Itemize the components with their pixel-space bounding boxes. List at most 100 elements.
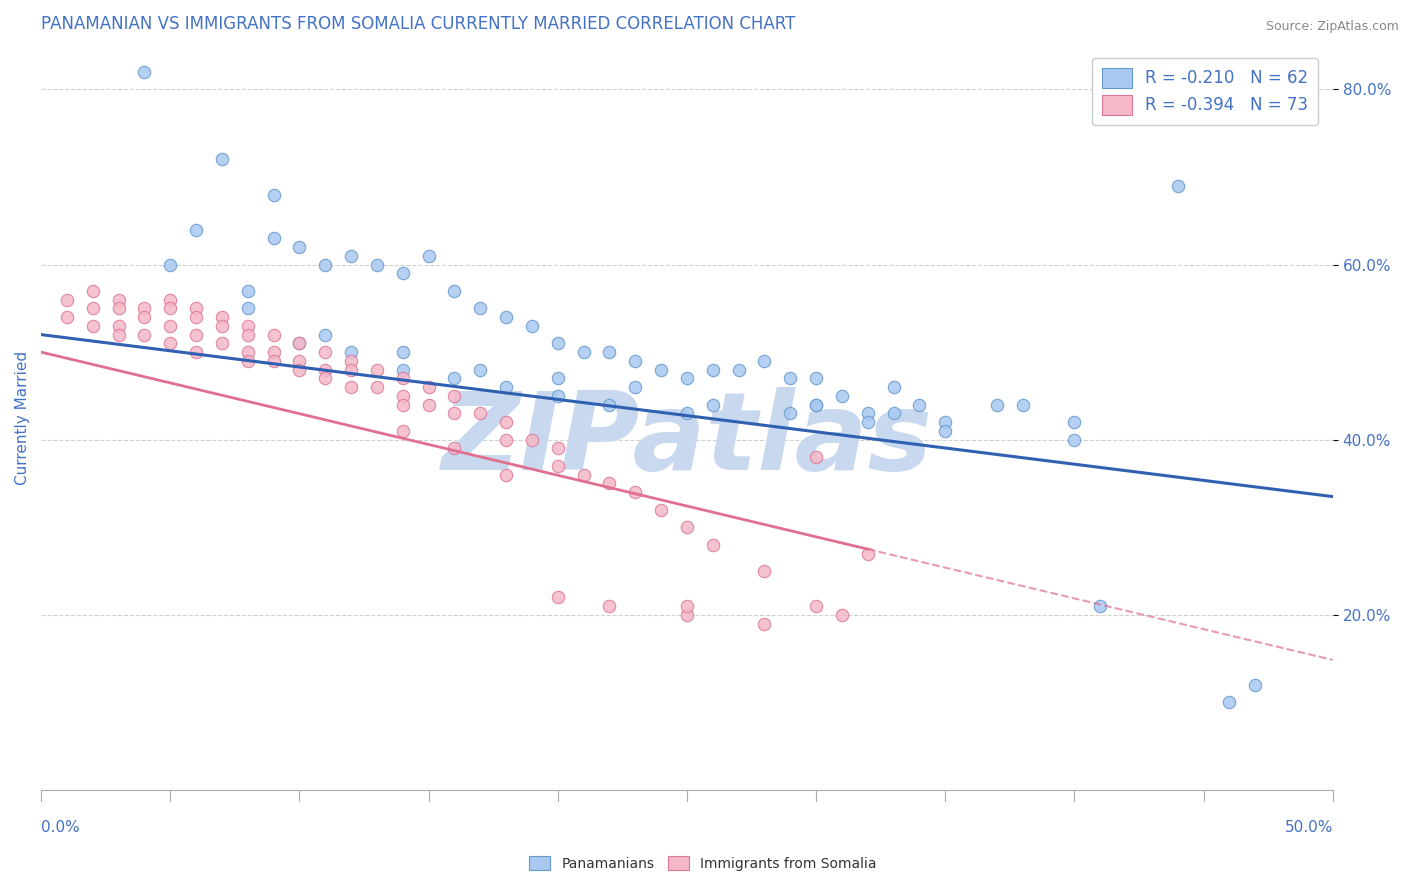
Point [263,187,285,202]
Point [184,310,207,324]
Point [1063,433,1085,447]
Point [547,591,569,605]
Legend: R = -0.210   N = 62, R = -0.394   N = 73: R = -0.210 N = 62, R = -0.394 N = 73 [1091,58,1317,125]
Point [495,415,517,429]
Point [883,406,905,420]
Point [391,424,413,438]
Point [572,345,595,359]
Point [624,380,647,394]
Point [184,301,207,316]
Point [495,310,517,324]
Point [134,65,156,79]
Point [831,389,853,403]
Point [288,354,311,368]
Point [366,258,388,272]
Point [470,406,492,420]
Point [547,371,569,385]
Point [288,336,311,351]
Point [391,371,413,385]
Point [520,433,543,447]
Point [676,406,699,420]
Point [804,398,827,412]
Point [56,310,79,324]
Point [159,301,181,316]
Point [236,301,259,316]
Point [82,318,104,333]
Point [340,249,363,263]
Point [107,318,129,333]
Point [547,336,569,351]
Point [676,520,699,534]
Point [211,318,233,333]
Point [340,354,363,368]
Point [211,310,233,324]
Point [727,362,749,376]
Point [236,354,259,368]
Point [314,362,336,376]
Point [391,398,413,412]
Point [236,345,259,359]
Point [314,258,336,272]
Point [418,398,440,412]
Point [547,442,569,456]
Point [366,380,388,394]
Point [1218,695,1240,709]
Point [934,415,956,429]
Point [314,371,336,385]
Point [676,607,699,622]
Text: 0.0%: 0.0% [41,820,80,835]
Point [184,345,207,359]
Point [314,345,336,359]
Point [340,380,363,394]
Point [831,607,853,622]
Point [443,406,465,420]
Point [650,362,672,376]
Point [443,389,465,403]
Point [856,415,879,429]
Point [676,371,699,385]
Point [443,442,465,456]
Point [470,301,492,316]
Point [1090,599,1112,613]
Point [288,240,311,254]
Point [676,599,699,613]
Point [856,406,879,420]
Point [702,538,724,552]
Point [650,502,672,516]
Point [598,476,620,491]
Text: Source: ZipAtlas.com: Source: ZipAtlas.com [1265,20,1399,33]
Text: PANAMANIAN VS IMMIGRANTS FROM SOMALIA CURRENTLY MARRIED CORRELATION CHART: PANAMANIAN VS IMMIGRANTS FROM SOMALIA CU… [41,15,796,33]
Point [134,301,156,316]
Y-axis label: Currently Married: Currently Married [15,351,30,485]
Point [547,458,569,473]
Point [1244,678,1267,692]
Point [391,345,413,359]
Point [314,327,336,342]
Point [236,284,259,298]
Point [702,362,724,376]
Point [520,318,543,333]
Point [211,336,233,351]
Point [856,547,879,561]
Point [754,616,776,631]
Point [986,398,1008,412]
Point [263,327,285,342]
Text: 50.0%: 50.0% [1285,820,1333,835]
Point [470,362,492,376]
Point [908,398,931,412]
Point [1063,415,1085,429]
Text: ZIPatlas: ZIPatlas [441,387,932,493]
Point [1011,398,1033,412]
Legend: Panamanians, Immigrants from Somalia: Panamanians, Immigrants from Somalia [524,850,882,876]
Point [159,318,181,333]
Point [598,345,620,359]
Point [263,345,285,359]
Point [804,371,827,385]
Point [391,362,413,376]
Point [779,406,801,420]
Point [547,389,569,403]
Point [263,354,285,368]
Point [804,398,827,412]
Point [159,336,181,351]
Point [598,599,620,613]
